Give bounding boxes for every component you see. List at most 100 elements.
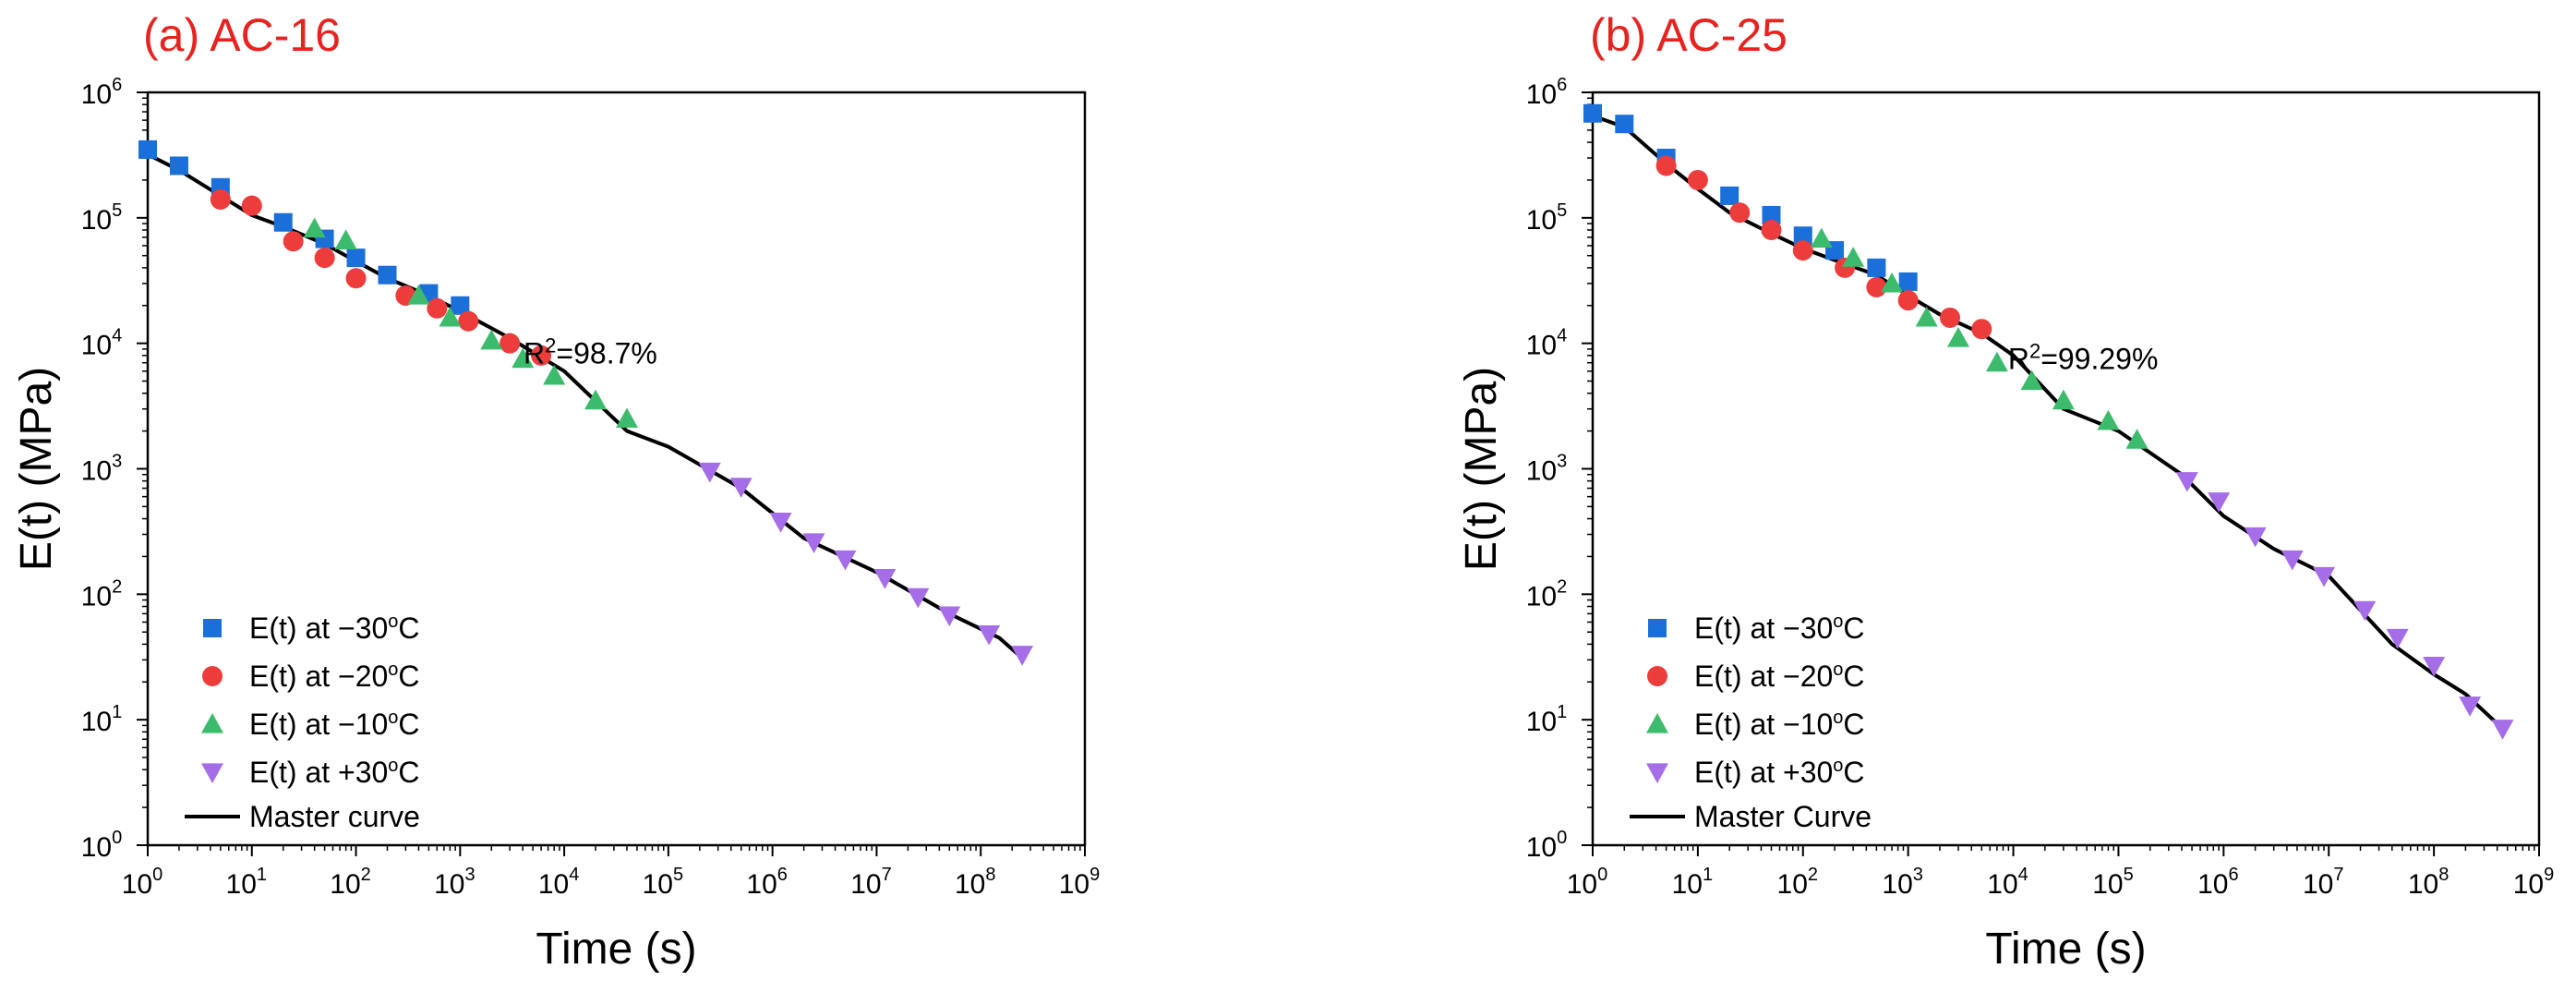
panel-a-point-triangle-up (334, 229, 357, 249)
panel-a-point-triangle-down (802, 533, 825, 553)
panel-b-x-tick-label: 105 (2092, 865, 2134, 900)
panel-b-x-tick-label: 106 (2197, 865, 2239, 900)
panel-a-x-tick-label: 108 (955, 865, 996, 900)
panel-a-legend: E(t) at −30oC E(t) at −20oC E(t) at −10oC E… (185, 612, 420, 833)
panel-a-point-triangle-down (1011, 646, 1034, 666)
panel-b-legend-marker-circle (1647, 666, 1667, 686)
panel-a-point-triangle-up (303, 217, 326, 238)
panel-a-y-axis-label: E(t) (MPa) (12, 367, 61, 571)
panel-b-point-circle (1971, 319, 1992, 340)
panel-b-title: (b) AC-25 (1590, 9, 1788, 61)
panel-b-point-square (1720, 186, 1739, 205)
panel-b-legend-label-3: E(t) at +30oC (1694, 756, 1865, 789)
panel-a-x-tick-label: 101 (226, 865, 268, 900)
panel-a-x-tick-label: 102 (330, 865, 371, 900)
panel-b-point-triangle-down (2459, 696, 2482, 717)
panel-b-y-tick-label: 101 (1526, 702, 1568, 737)
panel-a-point-triangle-down (729, 478, 752, 498)
panel-b-point-triangle-down (2175, 472, 2198, 492)
panel-b-x-tick-label: 100 (1567, 865, 1608, 900)
panel-b-point-circle (1655, 155, 1677, 176)
panel-b-y-tick-label: 104 (1526, 326, 1568, 361)
panel-a-point-triangle-down (907, 587, 930, 609)
panel-b-r-squared-annotation: R2=99.29% (2008, 340, 2159, 376)
panel-b-point-triangle-up (1810, 227, 1833, 248)
panel-b-point-circle (1897, 290, 1919, 311)
panel-a-point-triangle-down (769, 512, 792, 533)
panel-a-y-tick-label: 105 (81, 200, 123, 236)
panel-b-point-triangle-down (2386, 628, 2409, 649)
panel-a-point-square (346, 248, 366, 268)
panel-a-point-circle (458, 310, 479, 332)
panel-b-point-circle (1939, 307, 1960, 328)
panel-a-point-triangle-up (407, 285, 430, 305)
panel-a-point-triangle-up (480, 329, 503, 350)
panel-b-y-tick-label: 100 (1526, 828, 1568, 863)
panel-a-x-axis-label: Time (s) (536, 925, 696, 974)
panel-b-point-square (1762, 205, 1781, 224)
panel-b-point-triangle-down (2353, 600, 2377, 622)
panel-a-x-tick-label: 104 (538, 865, 580, 900)
panel-b-x-tick-label: 107 (2303, 865, 2344, 900)
panel-b-point-triangle-up (1947, 327, 1970, 347)
panel-b-y-axis-label: E(t) (MPa) (1457, 367, 1506, 571)
panel-a-series-0 (138, 139, 470, 315)
panel-a-point-circle (345, 268, 367, 289)
panel-b-point-square (1615, 115, 1634, 134)
panel-b-point-circle (1792, 240, 1813, 261)
panel-a-chart: (a) AC-16 100 101 102 103 104 105 106 107 108 109 1… (12, 9, 1100, 974)
panel-a-point-triangle-down (698, 462, 721, 483)
panel-b-point-circle (1687, 169, 1708, 190)
panel-b-series-3 (2175, 472, 2514, 740)
panel-a-y-tick-label: 100 (81, 828, 123, 863)
panel-a-legend-label-3: E(t) at +30oC (249, 756, 420, 789)
panel-b-y-tick-label: 102 (1526, 576, 1568, 612)
panel-b-y-tick-label: 106 (1526, 75, 1568, 110)
panel-a-master-curve-line (147, 152, 1024, 660)
panel-a-point-circle (500, 333, 521, 354)
panel-a-point-triangle-up (584, 389, 608, 410)
panel-a-point-circle (283, 231, 304, 252)
panel-b-point-triangle-down (2244, 527, 2267, 548)
panel-a-legend-marker-triangle-up (201, 713, 223, 733)
panel-b-point-triangle-up (1915, 306, 1938, 327)
panel-b-series-2 (1810, 227, 2149, 449)
panel-b-point-triangle-down (2423, 656, 2446, 677)
panel-a-point-circle (241, 195, 262, 216)
panel-b-legend: E(t) at −30oC E(t) at −20oC E(t) at −10oC E… (1630, 612, 1872, 833)
panel-b-point-triangle-up (1881, 272, 1904, 293)
panel-b-x-tick-label: 102 (1777, 865, 1819, 900)
panel-a-point-triangle-down (873, 569, 897, 589)
panel-a-series-1 (210, 188, 552, 366)
panel-a-y-tick-label: 102 (81, 576, 123, 612)
panel-a-point-triangle-down (938, 606, 961, 627)
panel-b-legend-label-1: E(t) at −20oC (1694, 660, 1865, 693)
panel-a-point-triangle-down (978, 625, 1001, 646)
panel-a-x-tick-label: 106 (746, 865, 788, 900)
panel-a-point-square (138, 139, 157, 159)
panel-b-x-tick-label: 103 (1882, 865, 1923, 900)
panel-b-point-circle (1866, 276, 1887, 297)
panel-b-legend-label-2: E(t) at −10oC (1694, 708, 1865, 741)
panel-b-legend-master-label: Master Curve (1694, 800, 1872, 833)
panel-a-point-triangle-up (439, 306, 462, 327)
panel-b-point-triangle-up (1985, 351, 2008, 372)
panel-a-y-tick-label: 106 (81, 75, 123, 110)
panel-b-y-tick-label: 103 (1526, 452, 1568, 487)
panel-b-y-tick-label: 105 (1526, 200, 1568, 236)
panel-a-point-circle (314, 248, 335, 269)
panel-b-legend-marker-triangle-down (1646, 763, 1668, 783)
panel-b-point-triangle-up (2052, 389, 2075, 410)
panel-a-y-tick-label: 101 (81, 702, 123, 737)
panel-a-point-circle (427, 297, 448, 319)
panel-a-series-3 (698, 462, 1034, 666)
panel-b-x-tick-label: 101 (1672, 865, 1714, 900)
panel-b-x-tick-label: 109 (2513, 865, 2555, 900)
panel-b-point-triangle-up (2020, 369, 2043, 391)
panel-b-chart: (b) AC-25 100 101 102 103 104 105 106 107 108 109 1… (1457, 9, 2554, 974)
panel-b-point-square (1898, 272, 1918, 291)
panel-b-point-circle (1729, 202, 1751, 224)
panel-a-legend-label-2: E(t) at −10oC (249, 708, 420, 741)
panel-a-point-circle (531, 345, 552, 366)
panel-b-point-triangle-down (2281, 550, 2304, 571)
